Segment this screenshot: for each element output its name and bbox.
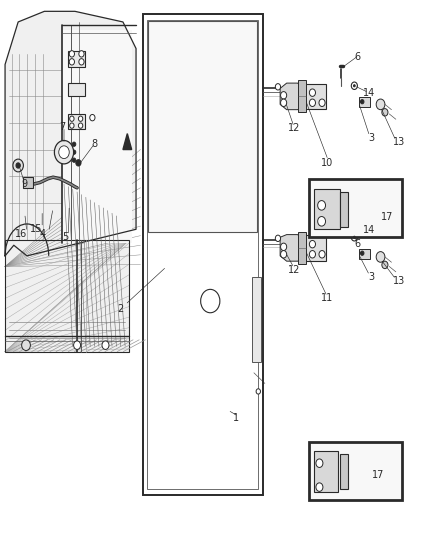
Text: 10: 10 [321, 158, 333, 168]
Text: 4: 4 [39, 229, 45, 239]
Bar [308, 179, 403, 237]
Bar [68, 83, 85, 96]
Circle shape [309, 240, 315, 248]
Circle shape [78, 123, 83, 128]
Text: 3: 3 [369, 133, 375, 143]
Text: 3: 3 [369, 272, 375, 282]
Circle shape [256, 389, 261, 394]
Bar [148, 21, 257, 232]
Bar [5, 240, 130, 352]
Bar [340, 192, 348, 227]
Circle shape [351, 82, 357, 90]
Text: 13: 13 [393, 276, 405, 286]
Circle shape [13, 159, 23, 172]
Circle shape [353, 85, 355, 87]
Bar [252, 277, 261, 362]
Circle shape [382, 261, 388, 269]
Circle shape [276, 84, 281, 90]
Text: 17: 17 [381, 212, 393, 222]
Text: 11: 11 [321, 293, 333, 303]
Bar [68, 115, 85, 130]
Bar [314, 451, 338, 492]
Circle shape [318, 200, 325, 210]
Circle shape [69, 59, 74, 65]
Text: 6: 6 [355, 52, 361, 61]
Text: 14: 14 [363, 225, 375, 236]
Text: 8: 8 [92, 139, 98, 149]
Circle shape [72, 142, 76, 147]
Circle shape [76, 160, 81, 166]
Bar [143, 14, 263, 495]
Bar [5, 240, 130, 352]
Polygon shape [280, 83, 304, 110]
Text: 13: 13 [393, 136, 405, 147]
Text: 9: 9 [21, 179, 28, 189]
Circle shape [360, 100, 364, 104]
Circle shape [309, 89, 315, 96]
Circle shape [54, 141, 74, 164]
Circle shape [79, 51, 84, 57]
Text: 14: 14 [363, 88, 375, 98]
Circle shape [70, 123, 74, 128]
Circle shape [309, 251, 315, 258]
Text: 7: 7 [59, 122, 65, 132]
Circle shape [59, 146, 69, 159]
Text: 17: 17 [372, 470, 384, 480]
Circle shape [70, 116, 74, 122]
Bar [23, 177, 33, 188]
Circle shape [309, 99, 315, 107]
Polygon shape [123, 134, 132, 150]
Circle shape [376, 252, 385, 262]
Text: 5: 5 [62, 232, 68, 243]
Circle shape [351, 233, 357, 241]
Circle shape [21, 340, 30, 351]
Circle shape [72, 150, 76, 155]
Circle shape [382, 109, 388, 116]
Circle shape [319, 99, 325, 107]
Circle shape [78, 116, 83, 122]
Polygon shape [62, 30, 132, 243]
Bar [359, 98, 370, 107]
Circle shape [353, 236, 355, 238]
Bar [308, 442, 403, 500]
Circle shape [102, 341, 109, 350]
Bar [359, 249, 370, 259]
Text: 2: 2 [118, 304, 124, 314]
Bar [340, 454, 348, 489]
Circle shape [281, 99, 287, 107]
Text: 16: 16 [15, 229, 27, 239]
Circle shape [16, 163, 20, 168]
Bar [314, 189, 340, 229]
Circle shape [318, 216, 325, 226]
Circle shape [281, 92, 287, 99]
Text: 12: 12 [288, 265, 300, 274]
Bar [305, 84, 326, 109]
Circle shape [376, 99, 385, 110]
Circle shape [319, 251, 325, 258]
Bar [147, 20, 258, 489]
Bar [68, 51, 85, 67]
Circle shape [281, 243, 287, 251]
Bar [297, 232, 306, 264]
Text: 1: 1 [233, 413, 240, 423]
Circle shape [90, 115, 95, 121]
Text: 15: 15 [30, 224, 42, 235]
Circle shape [281, 251, 287, 258]
Bar [297, 80, 306, 112]
Circle shape [72, 158, 76, 163]
Circle shape [69, 51, 74, 57]
Text: 12: 12 [288, 123, 300, 133]
Polygon shape [280, 235, 304, 261]
Circle shape [316, 483, 323, 491]
Circle shape [79, 59, 84, 65]
Circle shape [276, 235, 281, 241]
Circle shape [74, 341, 81, 350]
Circle shape [316, 459, 323, 467]
Polygon shape [5, 11, 136, 256]
Bar [305, 235, 326, 261]
Text: 6: 6 [355, 239, 361, 249]
Circle shape [360, 251, 364, 255]
